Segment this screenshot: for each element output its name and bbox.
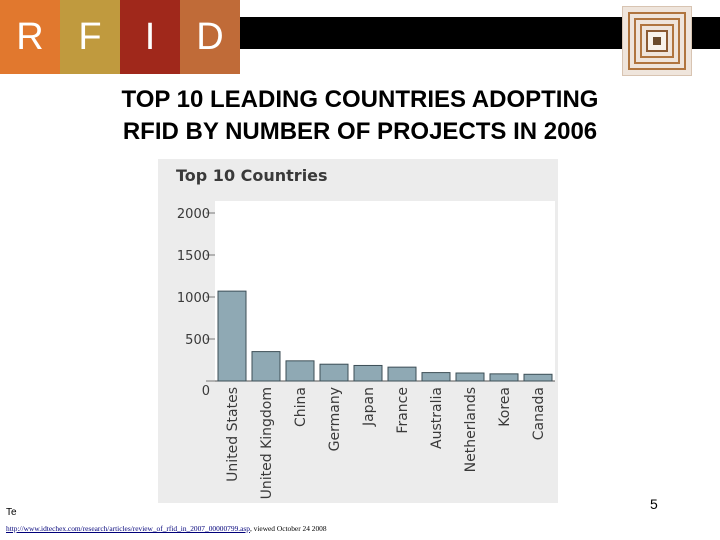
note-text: Te [6,507,17,518]
bar-canada [523,373,553,382]
bar-united-kingdom [251,351,281,382]
slide-title: TOP 10 LEADING COUNTRIES ADOPTING RFID B… [40,84,680,148]
bar-netherlands [455,372,485,382]
bar-france [387,366,417,382]
title-line-1: TOP 10 LEADING COUNTRIES ADOPTING [121,86,599,113]
x-tick-label: Japan [361,387,377,427]
header-letter-r: R [0,0,60,74]
letter-d-text: D [196,15,224,58]
x-tick-label: China [293,387,309,427]
x-tick-label: Korea [497,387,513,427]
letter-r-text: R [16,15,44,58]
y-tick-label: 1500 [177,249,210,264]
plot-area [215,201,555,381]
bar-korea [489,373,519,382]
x-tick-label: Netherlands [463,387,479,472]
letter-f-text: F [78,15,102,58]
header-letter-i: I [120,0,180,74]
bar-germany [319,363,349,382]
bar-united-states [217,290,247,382]
x-tick-label: United Kingdom [259,387,275,499]
rfid-tag-icon [622,6,692,76]
page-number: 5 [650,496,658,512]
x-tick-label: Australia [429,387,445,449]
source-link[interactable]: http://www.idtechex.com/research/article… [6,524,250,533]
bar-australia [421,372,451,382]
title-line-2: RFID BY NUMBER OF PROJECTS IN 2006 [122,118,598,145]
x-tick-label: France [395,387,411,434]
y-tick-label: 500 [185,333,210,348]
chart-title: Top 10 Countries [176,166,328,185]
bar-japan [353,364,383,382]
bar-china [285,360,315,382]
x-tick-label: Canada [531,387,547,440]
y-tick-label: 2000 [177,207,210,222]
letter-i-text: I [144,15,156,58]
bar-chart: Top 10 Countries 2000 1500 1000 500 0 United… [176,166,555,499]
x-tick-label: Germany [327,387,343,451]
source-citation: http://www.idtechex.com/research/article… [6,524,327,533]
y-tick-label: 0 [202,384,210,399]
chart-frame: Top 10 Countries 2000 1500 1000 500 0 United… [158,159,558,503]
y-tick-label: 1000 [177,291,210,306]
header-letter-d: D [180,0,240,74]
source-suffix: , viewed October 24 2008 [249,524,327,533]
x-tick-label: United States [225,387,241,482]
header-letter-f: F [60,0,120,74]
